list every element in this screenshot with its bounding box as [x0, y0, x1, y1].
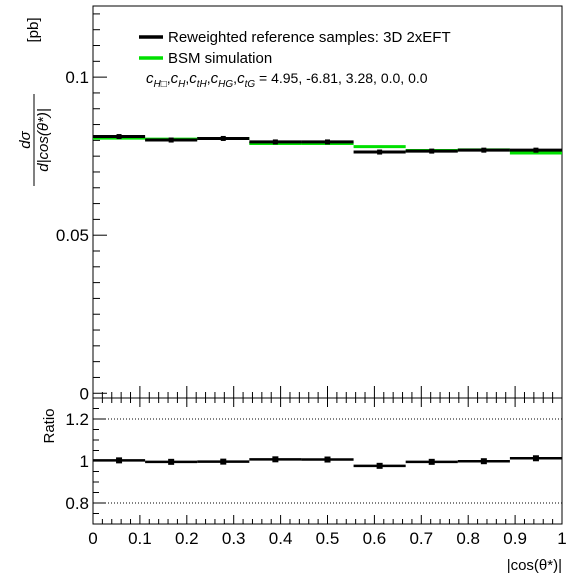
- reference-marker: [325, 139, 330, 145]
- coefficient-separator: ,: [167, 70, 171, 86]
- main-y-tick-label: 0.1: [65, 68, 89, 87]
- main-y-tick-label: 0.05: [56, 226, 89, 245]
- reference-marker: [220, 135, 226, 141]
- x-tick-label: 0.5: [316, 529, 340, 548]
- coefficient-subscript: tG: [245, 79, 256, 90]
- reference-marker: [272, 139, 278, 145]
- ratio-marker: [480, 458, 487, 465]
- main-y-axis-label: dσ d|cos(θ*)| [pb]: [17, 17, 52, 186]
- ratio-marker: [428, 458, 435, 465]
- x-tick-label: 0.8: [456, 529, 480, 548]
- coefficient-symbol: c: [171, 70, 179, 87]
- coefficient-symbol: c: [189, 70, 197, 87]
- x-tick-label: 0.7: [409, 529, 433, 548]
- y-label-denominator: d|cos(θ*)|: [35, 108, 52, 171]
- main-plot-border: [92, 5, 563, 399]
- x-axis-label: |cos(θ*)|: [507, 557, 562, 574]
- reference-marker: [533, 147, 539, 153]
- coefficient-separator: ,: [207, 70, 211, 86]
- y-label-unit: [pb]: [25, 17, 42, 42]
- x-tick-label: 0.1: [128, 529, 152, 548]
- reference-marker: [116, 134, 122, 140]
- coefficient-subscript: HG: [218, 79, 233, 90]
- coefficient-symbol: c: [146, 70, 154, 87]
- reference-marker: [481, 147, 487, 153]
- x-tick-label: 0.6: [363, 529, 387, 548]
- ratio-marker: [116, 457, 123, 464]
- ratio-marker: [220, 458, 227, 465]
- ratio-marker: [324, 456, 331, 463]
- ratio-marker: [376, 462, 383, 469]
- x-tick-label: 0: [88, 529, 97, 548]
- x-tick-label: 0.4: [269, 529, 293, 548]
- coefficient-separator: ,: [233, 70, 237, 86]
- ratio-y-tick-label: 0.8: [65, 494, 89, 513]
- main-y-tick-label: 0: [80, 384, 89, 403]
- ratio-y-tick-label: 1: [80, 452, 89, 471]
- ratio-y-tick-label: 1.2: [65, 410, 89, 429]
- coefficient-annotation: cH□,cH,ctH,cHG,ctG = 4.95, -6.81, 3.28, …: [146, 70, 428, 90]
- legend-label: Reweighted reference samples: 3D 2xEFT: [168, 29, 451, 46]
- coefficient-subscript: tH: [197, 79, 208, 90]
- x-tick-label: 0.3: [222, 529, 246, 548]
- ratio-marker: [168, 458, 175, 465]
- coefficient-symbol: c: [237, 70, 245, 87]
- reference-marker: [429, 148, 435, 154]
- x-tick-label: 0.2: [175, 529, 199, 548]
- y-label-numerator: dσ: [17, 130, 34, 148]
- ratio-plot-frame: 0 0.1 0.2 0.3 0.4 0.5 0.6 0.7 0.8 0.9 1 |cos(θ*)| 0.…: [41, 397, 567, 574]
- coefficient-separator: ,: [185, 70, 189, 86]
- reference-marker: [168, 137, 174, 143]
- x-tick-label: 0.9: [503, 529, 527, 548]
- main-plot-frame: 0 0.05 0.1 dσ d|cos(θ*)| [pb]: [17, 5, 563, 403]
- legend-label: BSM simulation: [168, 50, 272, 67]
- coefficient-subscript: H: [178, 79, 186, 90]
- ratio-marker: [272, 456, 279, 463]
- legend: Reweighted reference samples: 3D 2xEFT BS…: [139, 29, 451, 90]
- coefficient-values: = 4.95, -6.81, 3.28, 0.0, 0.0: [259, 70, 428, 86]
- x-tick-label: 1: [557, 529, 566, 548]
- ratio-marker: [532, 455, 539, 462]
- reference-marker: [377, 149, 383, 155]
- ratio-y-axis-label: Ratio: [41, 408, 58, 443]
- coefficient-symbol: c: [211, 70, 219, 87]
- coefficient-subscript: H□: [154, 79, 167, 90]
